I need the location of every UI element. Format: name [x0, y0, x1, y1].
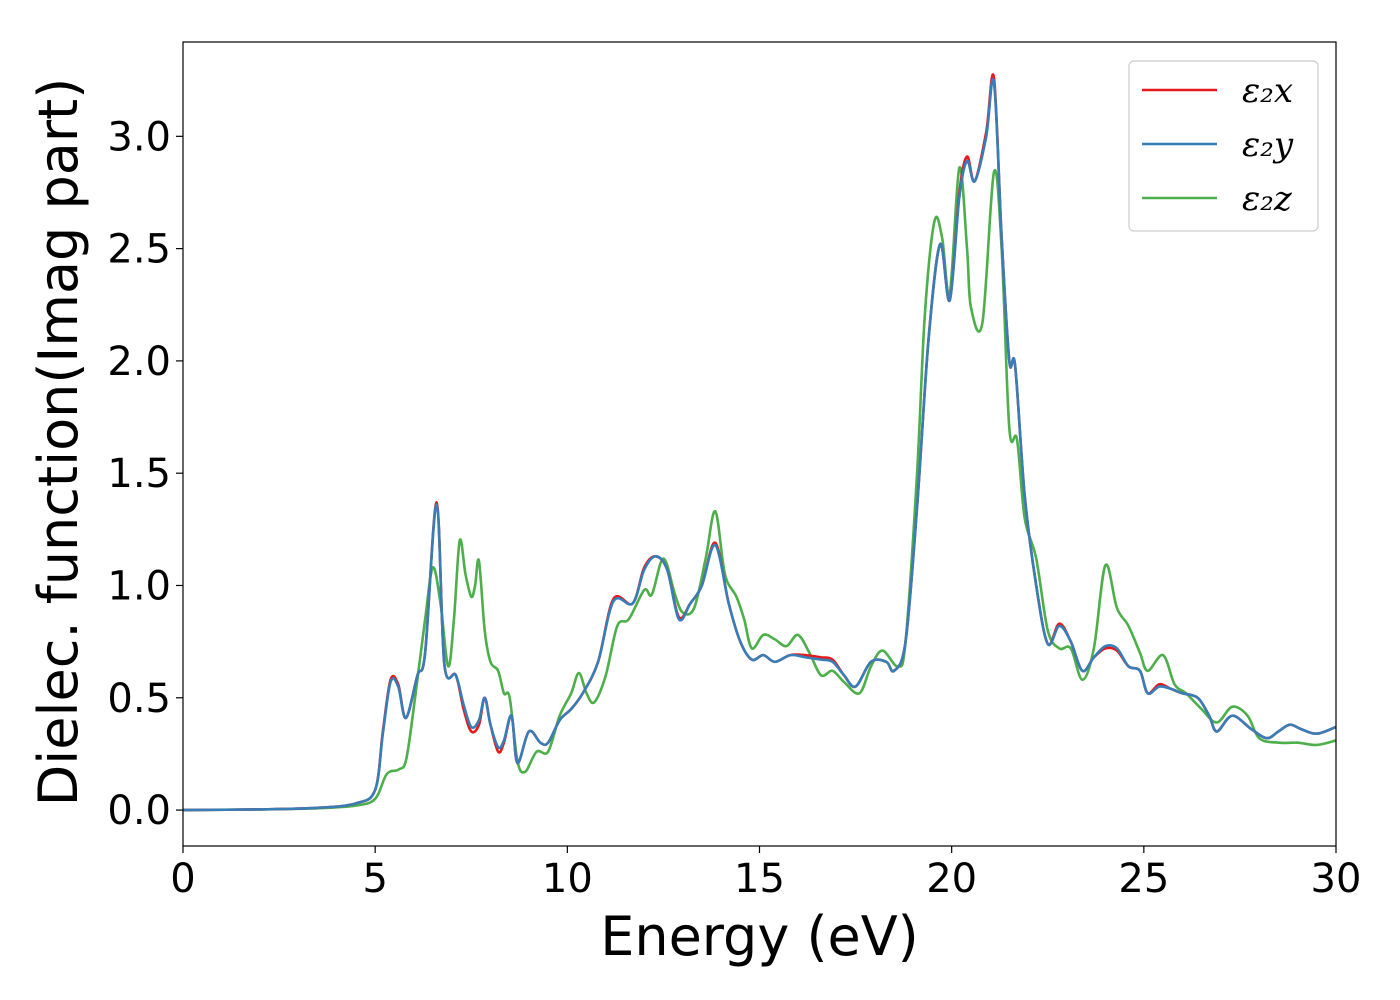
series-layer	[183, 73, 1336, 812]
series-line-y	[183, 78, 1336, 812]
x-tick-label: 15	[734, 856, 785, 902]
legend-label: ε₂x	[1242, 71, 1293, 111]
x-tick-label: 5	[362, 856, 387, 902]
y-tick-label: 2.5	[107, 227, 171, 273]
legend-label: ε₂y	[1242, 125, 1294, 165]
legend-box	[1128, 60, 1319, 232]
x-tick-label: 25	[1118, 856, 1169, 902]
x-tick-label: 20	[926, 856, 977, 902]
y-tick-label: 3.0	[107, 114, 171, 160]
series-line-z	[183, 166, 1336, 812]
x-axis-label: Energy (eV)	[600, 905, 919, 968]
legend-label: ε₂z	[1242, 179, 1293, 219]
y-tick-label: 1.5	[107, 451, 171, 497]
x-tick-label: 10	[542, 856, 593, 902]
legend: ε₂x ε₂y ε₂z	[1128, 60, 1319, 232]
y-tick-label: 0.5	[107, 676, 171, 722]
y-axis-ticks: 0.0 0.5 1.0 1.5 2.0 2.5 3.0	[107, 114, 183, 834]
y-axis-label: Dielec. function(Imag part)	[27, 78, 90, 807]
x-tick-label: 30	[1311, 856, 1362, 902]
y-tick-label: 0.0	[107, 788, 171, 834]
y-tick-label: 2.0	[107, 339, 171, 385]
x-tick-label: 0	[170, 856, 195, 902]
y-tick-label: 1.0	[107, 563, 171, 609]
x-axis-ticks: 0 5 10 15 20 25 30	[170, 846, 1361, 902]
